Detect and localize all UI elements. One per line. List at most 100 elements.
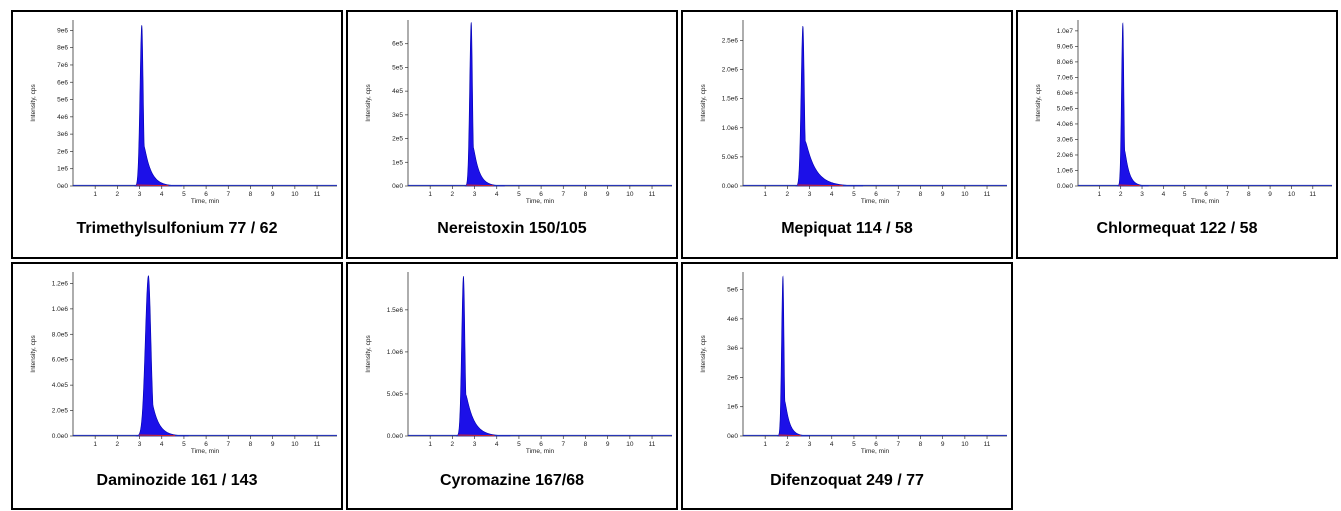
- y-tick-label: 9e6: [57, 27, 68, 34]
- x-tick-label: 11: [314, 191, 321, 198]
- y-tick-label: 1.2e6: [52, 280, 69, 287]
- peak-area: [464, 22, 505, 187]
- panel-caption: Trimethylsulfonium 77 / 62: [76, 220, 278, 237]
- x-tick-label: 6: [874, 191, 878, 198]
- y-axis-label: Intensity, cps: [30, 335, 37, 373]
- y-tick-label: 4e6: [727, 316, 738, 323]
- x-tick-label: 3: [473, 191, 477, 198]
- x-tick-label: 3: [138, 191, 142, 198]
- x-tick-label: 8: [919, 191, 923, 198]
- x-tick-label: 8: [584, 441, 588, 448]
- y-tick-label: 3.0e6: [1057, 136, 1074, 143]
- y-tick-label: 6.0e5: [52, 357, 69, 364]
- y-tick-label: 1.5e6: [387, 307, 404, 314]
- y-tick-label: 1.5e6: [722, 96, 739, 103]
- x-tick-label: 6: [874, 441, 878, 448]
- y-tick-label: 2.0e6: [722, 67, 739, 74]
- y-tick-label: 7e6: [57, 62, 68, 69]
- x-tick-label: 1: [93, 191, 97, 198]
- x-tick-label: 5: [852, 191, 856, 198]
- x-tick-label: 11: [984, 191, 991, 198]
- y-axis-label: Intensity, cps: [30, 84, 37, 122]
- x-tick-label: 10: [1288, 191, 1296, 198]
- x-tick-label: 6: [539, 441, 543, 448]
- x-tick-label: 7: [226, 191, 230, 198]
- x-axis-label: Time, min: [861, 448, 890, 455]
- x-tick-label: 6: [204, 441, 208, 448]
- peak-area: [795, 25, 864, 187]
- x-tick-label: 2: [451, 441, 455, 448]
- panel-caption: Mepiquat 114 / 58: [781, 220, 913, 237]
- x-tick-label: 5: [1183, 191, 1187, 198]
- x-tick-label: 9: [271, 191, 275, 198]
- panel-caption: Daminozide 161 / 143: [96, 472, 258, 489]
- x-tick-label: 3: [808, 191, 812, 198]
- chromatogram-plot: 0.0e0 2.0e5 4.0e5 6.0e5 8.0e5 1.0e6 1.2e6 1 2 3 4 5…: [30, 272, 337, 455]
- x-tick-label: 9: [941, 441, 945, 448]
- x-tick-label: 2: [786, 441, 790, 448]
- y-tick-label: 4.0e5: [52, 382, 69, 389]
- x-tick-label: 10: [961, 191, 969, 198]
- x-tick-label: 9: [606, 191, 610, 198]
- y-tick-label: 0e0: [392, 183, 403, 190]
- x-tick-label: 6: [204, 191, 208, 198]
- y-tick-label: 3e6: [727, 345, 738, 352]
- y-tick-label: 0e0: [727, 433, 738, 440]
- x-tick-label: 4: [830, 441, 834, 448]
- x-tick-label: 5: [517, 191, 521, 198]
- x-tick-label: 4: [495, 191, 499, 198]
- y-tick-label: 1.0e6: [52, 306, 69, 313]
- x-tick-label: 4: [160, 441, 164, 448]
- y-tick-label: 7.0e6: [1057, 74, 1074, 81]
- y-tick-label: 6e5: [392, 41, 403, 48]
- chromatogram-panel: 0.0e0 1.0e6 2.0e6 3.0e6 4.0e6 5.0e6 6.0e6 7.0e6…: [1016, 10, 1338, 259]
- y-tick-label: 3e5: [392, 112, 403, 119]
- x-tick-label: 1: [93, 441, 97, 448]
- x-tick-label: 8: [249, 441, 253, 448]
- y-tick-label: 3e6: [57, 131, 68, 138]
- x-tick-label: 3: [808, 441, 812, 448]
- x-tick-label: 11: [314, 441, 321, 448]
- integration-baseline: [1118, 184, 1140, 187]
- x-axis-label: Time, min: [191, 198, 220, 205]
- integration-baseline: [139, 434, 176, 437]
- panel-caption: Difenzoquat 249 / 77: [770, 472, 924, 489]
- x-axis-label: Time, min: [526, 198, 555, 205]
- chromatogram-plot: 0.0e0 1.0e6 2.0e6 3.0e6 4.0e6 5.0e6 6.0e6 7.0e6…: [1035, 20, 1332, 205]
- y-tick-label: 1e6: [57, 166, 68, 173]
- chromatogram-panel: 0.0e0 5.0e5 1.0e6 1.5e6 1 2 3 4 5 6 7 8 9 10 11 Time, m…: [346, 262, 678, 510]
- y-tick-label: 9.0e6: [1057, 43, 1074, 50]
- y-tick-label: 6.0e6: [1057, 90, 1074, 97]
- x-tick-label: 4: [495, 441, 499, 448]
- y-axis-label: Intensity, cps: [700, 84, 707, 122]
- y-tick-label: 2.0e5: [52, 408, 69, 415]
- y-tick-label: 5.0e6: [1057, 105, 1074, 112]
- x-tick-label: 4: [160, 191, 164, 198]
- x-tick-label: 11: [649, 191, 656, 198]
- y-tick-label: 6e6: [57, 79, 68, 86]
- integration-baseline: [466, 184, 494, 187]
- y-tick-label: 5e5: [392, 64, 403, 71]
- x-tick-label: 7: [1226, 191, 1230, 198]
- x-tick-label: 4: [830, 191, 834, 198]
- x-tick-label: 3: [1140, 191, 1144, 198]
- y-axis-label: Intensity, cps: [1035, 84, 1042, 122]
- y-tick-label: 1.0e7: [1057, 28, 1074, 35]
- x-tick-label: 10: [626, 191, 634, 198]
- y-tick-label: 4.0e6: [1057, 121, 1074, 128]
- chromatogram-plot: 0.0e0 5.0e5 1.0e6 1.5e6 1 2 3 4 5 6 7 8 9 10 11 Time, m…: [365, 272, 672, 455]
- x-tick-label: 5: [517, 441, 521, 448]
- x-tick-label: 1: [428, 191, 432, 198]
- y-tick-label: 8e6: [57, 45, 68, 52]
- y-tick-label: 4e5: [392, 88, 403, 95]
- x-tick-label: 9: [271, 441, 275, 448]
- x-tick-label: 1: [1098, 191, 1102, 198]
- chromatogram-panel: 0e0 1e6 2e6 3e6 4e6 5e6 6e6 7e6 8e6 9e6 1 2 3 4 5 6 7 8 9 1…: [11, 10, 343, 259]
- x-tick-label: 6: [1204, 191, 1208, 198]
- integration-baseline: [797, 184, 843, 187]
- y-tick-label: 1.0e6: [722, 125, 739, 132]
- x-tick-label: 8: [919, 441, 923, 448]
- x-tick-label: 7: [561, 441, 565, 448]
- integration-baseline: [458, 434, 495, 437]
- chromatogram-plot: 0e0 1e6 2e6 3e6 4e6 5e6 1 2 3 4 5 6 7 8 9 10 11 Time, min…: [700, 272, 1007, 455]
